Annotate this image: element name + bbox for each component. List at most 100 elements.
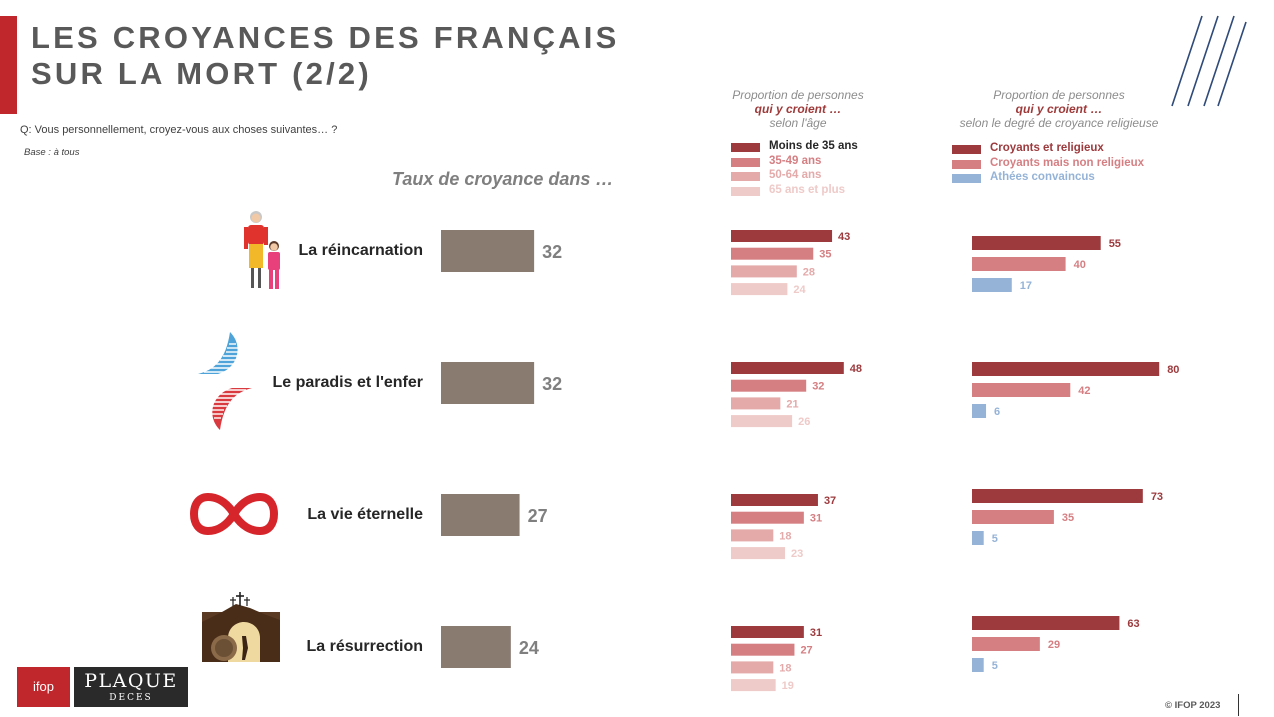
wings-icon [198, 332, 252, 430]
title-accent-bar [0, 16, 17, 114]
total-value-label: 32 [542, 374, 562, 394]
legend-item-religion-1: Croyants et religieux [952, 142, 1192, 157]
age-bar [731, 679, 776, 692]
legend-item-age-3: 50-64 ans [731, 169, 881, 184]
survey-base: Base : à tous [24, 147, 80, 158]
religion-value-label: 17 [1020, 280, 1032, 292]
plaque-deces-logo: PLAQUE DECES [74, 667, 188, 707]
religion-value-label: 73 [1151, 491, 1163, 503]
age-bar [731, 265, 797, 278]
age-bar [731, 511, 804, 524]
legend-swatch [952, 145, 981, 154]
legend-label: 35-49 ans [769, 154, 822, 167]
age-value-label: 32 [812, 381, 824, 393]
grandmother-child-icon [244, 211, 280, 289]
decorative-lines-icon [1171, 15, 1247, 107]
age-bar [731, 230, 833, 242]
religion-value-label: 35 [1062, 512, 1074, 524]
age-bar [731, 283, 788, 296]
category-label-resurrection: La résurrection [306, 638, 423, 655]
total-value-label: 32 [542, 242, 562, 262]
copyright: © IFOP 2023 [1165, 700, 1221, 711]
age-value-label: 48 [850, 363, 862, 375]
legend-swatch [731, 186, 760, 196]
age-value-label: 26 [798, 416, 810, 428]
age-value-label: 37 [824, 495, 836, 507]
religion-value-label: 6 [994, 406, 1000, 418]
legend-swatch [731, 157, 760, 167]
page-title: LES CROYANCES DES FRANÇAIS SUR LA MORT (… [31, 20, 619, 92]
category-label-paradis-enfer: Le paradis et l'enfer [272, 374, 423, 391]
age-bar [731, 379, 807, 392]
religion-value-label: 40 [1074, 259, 1086, 271]
legend-item-religion-3: Athées convaincus [952, 171, 1192, 186]
tomb-cross-icon [202, 592, 280, 662]
religion-value-label: 42 [1078, 385, 1090, 397]
age-bar [731, 494, 818, 506]
legend-label: 65 ans et plus [769, 183, 846, 196]
ifop-logo: ifop [17, 667, 70, 707]
age-bar [731, 362, 844, 374]
age-value-label: 18 [779, 530, 791, 542]
age-value-label: 35 [819, 249, 831, 261]
age-header-line-2: qui y croient … [754, 102, 842, 116]
total-bar [441, 230, 535, 272]
age-header-line-1: Proportion de personnes [732, 88, 864, 102]
age-value-label: 28 [803, 266, 815, 278]
age-value-label: 23 [791, 548, 803, 560]
legend-label: Croyants mais non religieux [990, 156, 1145, 169]
age-value-label: 24 [793, 284, 806, 296]
survey-question: Q: Vous personnellement, croyez-vous aux… [20, 124, 338, 136]
age-bar [731, 661, 774, 674]
age-legend: Moins de 35 ans 35-49 ans 50-64 ans 65 a… [731, 140, 881, 198]
category-label-reincarnation: La réincarnation [298, 242, 423, 259]
section-title: Taux de croyance dans … [392, 169, 614, 189]
religion-header-line-2: qui y croient … [1015, 102, 1103, 116]
legend-item-religion-2: Croyants mais non religieux [952, 157, 1192, 172]
total-bar [441, 494, 520, 536]
legend-swatch [952, 174, 981, 183]
religion-legend: Croyants et religieux Croyants mais non … [952, 142, 1192, 186]
category-label-vie-eternelle: La vie éternelle [307, 506, 423, 523]
legend-item-age-1: Moins de 35 ans [731, 140, 881, 155]
age-bar [731, 529, 774, 542]
religion-bar [972, 637, 1040, 651]
legend-label: Croyants et religieux [990, 142, 1104, 154]
legend-item-age-2: 35-49 ans [731, 155, 881, 170]
age-bar [731, 415, 793, 428]
age-bar [731, 397, 781, 410]
age-value-label: 27 [800, 645, 812, 657]
total-value-label: 24 [519, 638, 539, 658]
religion-bar [972, 531, 984, 545]
religion-value-label: 5 [992, 660, 998, 672]
religion-bar [972, 236, 1101, 250]
age-value-label: 43 [838, 231, 850, 243]
religion-value-label: 80 [1167, 364, 1179, 376]
religion-bar [972, 510, 1054, 524]
total-bar [441, 626, 511, 668]
age-value-label: 21 [786, 398, 798, 410]
age-value-label: 19 [782, 680, 794, 692]
religion-value-label: 5 [992, 533, 998, 545]
legend-label: Moins de 35 ans [769, 140, 858, 152]
total-bar [441, 362, 535, 404]
title-line-2: SUR LA MORT (2/2) [31, 56, 372, 91]
religion-bar [972, 489, 1143, 503]
legend-item-age-4: 65 ans et plus [731, 184, 881, 199]
title-line-1: LES CROYANCES DES FRANÇAIS [31, 20, 620, 55]
religion-bar [972, 257, 1066, 271]
plaque-logo-top: PLAQUE [84, 670, 178, 692]
age-value-label: 18 [779, 662, 791, 674]
religion-header-line-3: selon le degré de croyance religieuse [959, 116, 1159, 130]
plaque-logo-bottom: DECES [109, 693, 153, 703]
legend-label: Athées convaincus [990, 171, 1095, 183]
age-bar [731, 547, 786, 560]
age-bar [731, 247, 814, 260]
total-value-label: 27 [528, 506, 548, 526]
religion-bar [972, 362, 1160, 376]
age-bar [731, 643, 795, 656]
age-value-label: 31 [810, 627, 822, 639]
age-bar [731, 626, 804, 638]
legend-swatch [952, 159, 981, 169]
